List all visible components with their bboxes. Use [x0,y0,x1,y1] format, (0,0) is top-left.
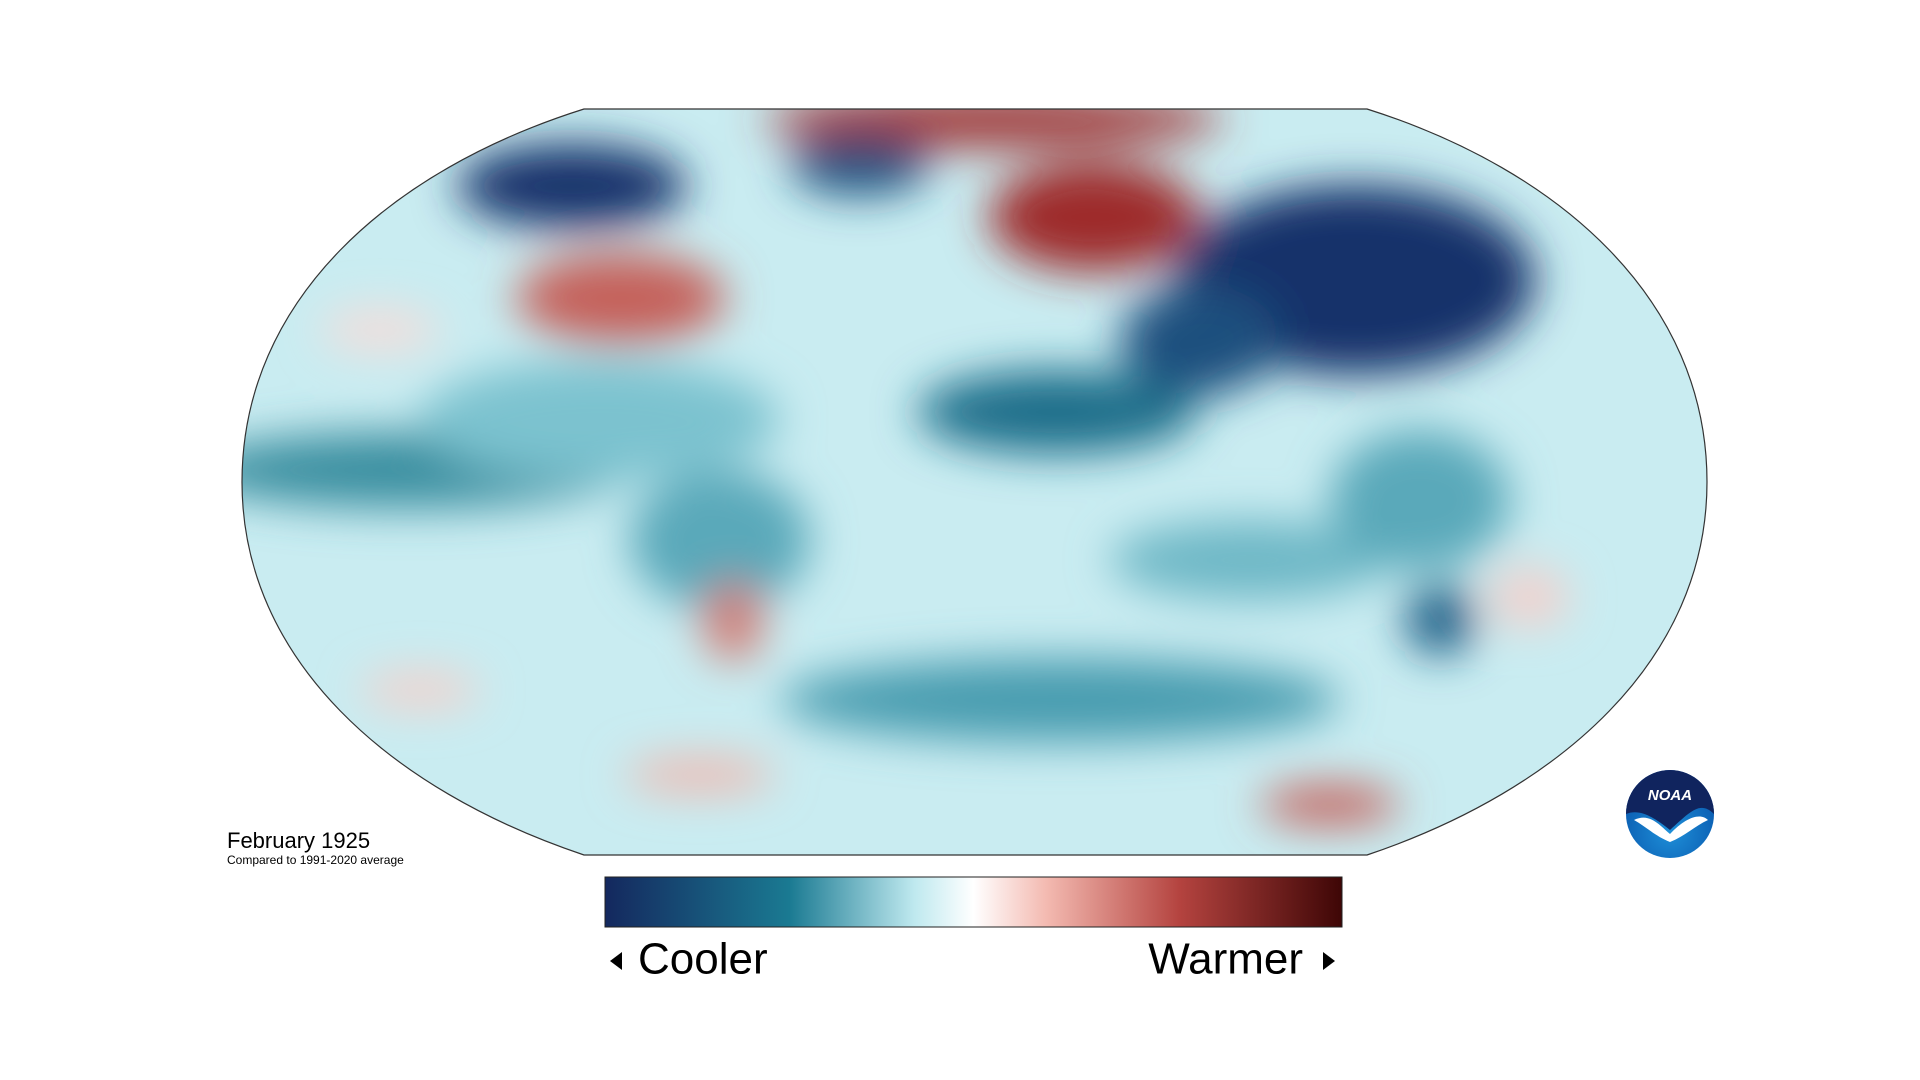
map-title: February 1925 [227,828,370,853]
map-outline [241,108,1708,856]
legend-low-label: Cooler [638,935,768,984]
color-scale [604,876,1343,928]
right-arrow [1323,952,1335,970]
logo-text: NOAA [1648,787,1692,804]
anomaly-map [242,109,1707,855]
noaa-logo: NOAA [1626,770,1714,858]
map-subtitle: Compared to 1991-2020 average [227,853,404,867]
left-arrow [610,952,622,970]
legend-high-label: Warmer [1148,935,1303,984]
